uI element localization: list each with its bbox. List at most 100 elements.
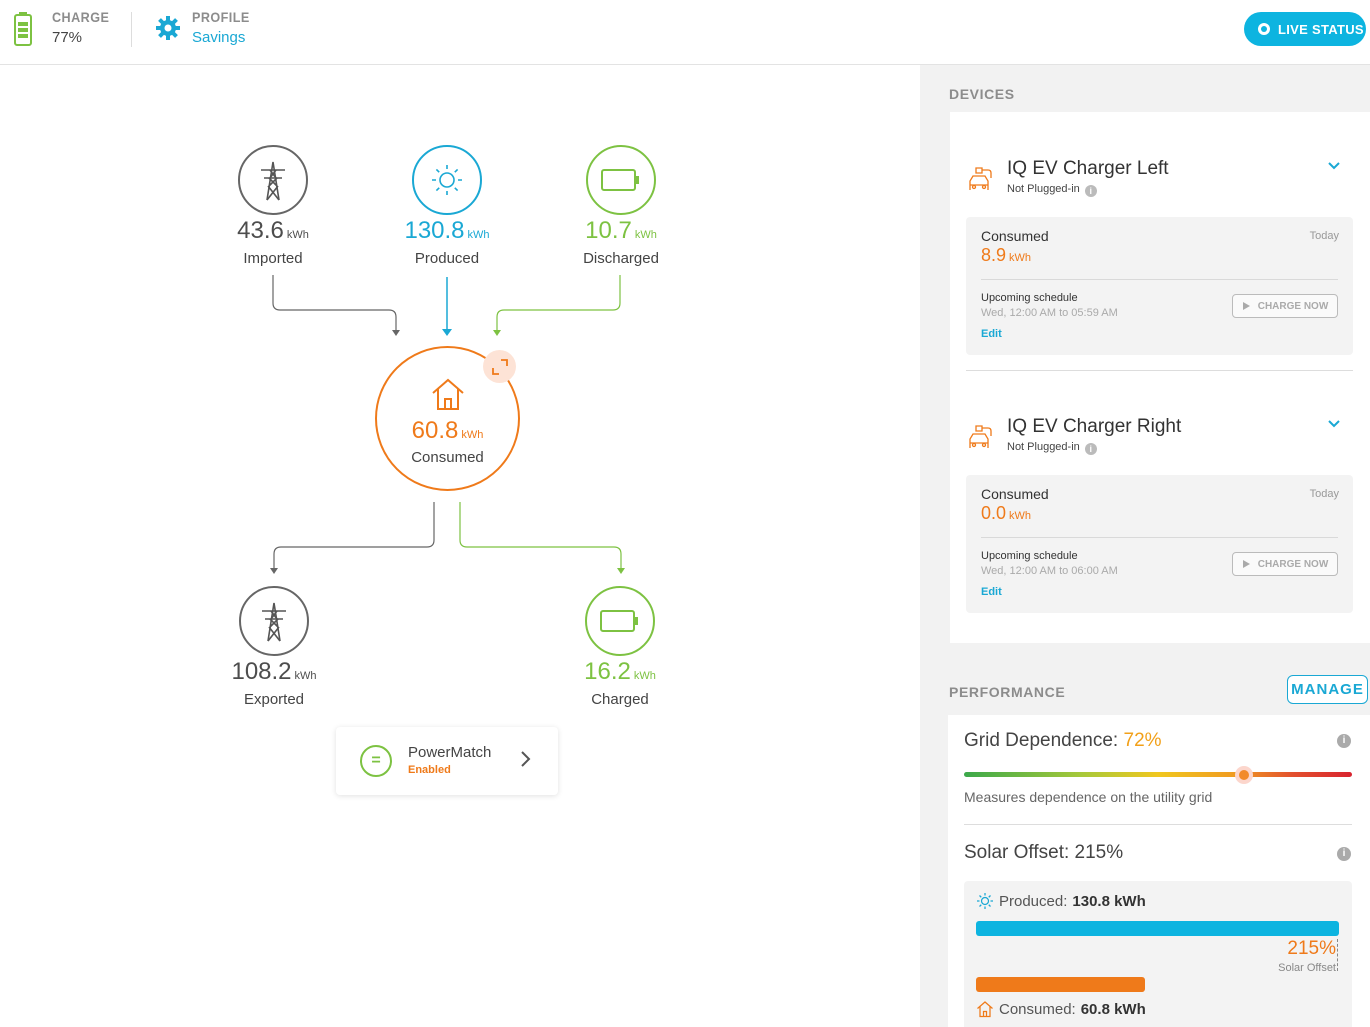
info-icon[interactable]: i (1084, 443, 1097, 455)
produced-bar (976, 921, 1339, 936)
consumed-bar (976, 977, 1145, 992)
devices-title: DEVICES (949, 86, 1015, 102)
ev-charger-icon (968, 166, 994, 197)
battery-icon (14, 12, 32, 51)
profile-selector[interactable]: PROFILE Savings (192, 9, 256, 46)
solar-offset-value: 215% (1287, 938, 1336, 959)
info-icon[interactable]: i (1337, 847, 1351, 861)
device-name: IQ EV Charger Left (1007, 158, 1169, 179)
charge-now-button[interactable]: CHARGE NOW (1232, 294, 1338, 318)
offset-marker (1337, 939, 1338, 971)
house-icon (977, 1001, 993, 1018)
equals-icon: = (360, 745, 392, 777)
consumed-label: Consumed (411, 449, 484, 466)
divider (981, 279, 1338, 280)
schedule-label: Upcoming schedule (981, 550, 1078, 562)
divider (981, 537, 1338, 538)
grid-dependence-meter (964, 772, 1352, 777)
sun-icon (977, 893, 993, 909)
edit-link[interactable]: Edit (981, 586, 1002, 598)
header-divider (131, 12, 132, 47)
profile-value: Savings (192, 29, 246, 46)
schedule-time: Wed, 12:00 AM to 05:59 AM (981, 307, 1118, 319)
device-status: Not Plugged-in i (1007, 183, 1097, 197)
produced-label: Produced (414, 250, 480, 267)
ev-charger-icon (968, 424, 994, 455)
grid-dependence-description: Measures dependence on the utility grid (964, 789, 1213, 805)
exported-value: 108.2 kWh (231, 658, 317, 685)
discharged-value: 10.7 kWh (585, 217, 657, 244)
play-icon (1242, 560, 1250, 568)
imported-value: 43.6 kWh (237, 217, 309, 244)
device-status: Not Plugged-in i (1007, 441, 1097, 455)
produced-node[interactable]: 130.8 kWh Produced (367, 145, 527, 267)
expand-button[interactable] (483, 350, 516, 383)
info-icon[interactable]: i (1337, 734, 1351, 748)
solar-offset-label: Solar Offset (1278, 962, 1336, 974)
consumed-value: 8.9 kWh (981, 245, 1032, 265)
consumed-label: Consumed (981, 228, 1049, 244)
powermatch-card[interactable]: = PowerMatch Enabled (336, 727, 558, 795)
imported-node[interactable]: 43.6 kWh Imported (193, 145, 353, 267)
charge-now-button[interactable]: CHARGE NOW (1232, 552, 1338, 576)
produced-value: 130.8 kWh (404, 217, 490, 244)
battery-icon (585, 586, 655, 656)
house-icon (377, 376, 518, 417)
charge-label: CHARGE (52, 9, 110, 25)
schedule-label: Upcoming schedule (981, 292, 1078, 304)
device-summary-right: Consumed Today 0.0 kWh Upcoming schedule … (966, 475, 1353, 613)
period-label: Today (1309, 230, 1339, 242)
chevron-down-icon[interactable] (1327, 416, 1341, 434)
divider (964, 824, 1352, 825)
device-header-left[interactable]: IQ EV Charger Left Not Plugged-in i (950, 158, 1370, 218)
exported-label: Exported (243, 691, 305, 708)
schedule-time: Wed, 12:00 AM to 06:00 AM (981, 565, 1118, 577)
right-panel: DEVICES IQ EV Charger Left Not Plugged-i… (920, 65, 1370, 1027)
devices-card: IQ EV Charger Left Not Plugged-in i Consu… (950, 112, 1370, 643)
consumed-label: Consumed (981, 486, 1049, 502)
live-indicator-icon (1258, 23, 1270, 35)
discharged-label: Discharged (583, 250, 659, 267)
exported-node[interactable]: 108.2 kWh Exported (194, 586, 354, 708)
live-status-label: LIVE STATUS (1278, 21, 1364, 37)
charged-value: 16.2 kWh (584, 658, 656, 685)
produced-row: Produced: 130.8 kWh (976, 892, 1146, 910)
solar-offset-box: Produced: 130.8 kWh 215% Solar Offset Con… (964, 881, 1352, 1027)
device-summary-left: Consumed Today 8.9 kWh Upcoming schedule … (966, 217, 1353, 355)
edit-link[interactable]: Edit (981, 328, 1002, 340)
powermatch-title: PowerMatch (408, 744, 492, 761)
charge-value: 77% (52, 29, 83, 46)
profile-label: PROFILE (192, 9, 250, 25)
energy-flow-diagram: 43.6 kWh Imported 130.8 kWh Produced 10.7 k… (0, 65, 920, 1027)
live-status-button[interactable]: LIVE STATUS (1244, 12, 1366, 46)
consumed-value: 60.8 kWh (411, 417, 484, 444)
info-icon[interactable]: i (1084, 185, 1097, 197)
discharged-node[interactable]: 10.7 kWh Discharged (541, 145, 701, 267)
charged-label: Charged (591, 691, 649, 708)
battery-icon (586, 145, 656, 215)
performance-title: PERFORMANCE (949, 684, 1066, 700)
sun-icon (412, 145, 482, 215)
expand-icon (491, 358, 508, 375)
device-name: IQ EV Charger Right (1007, 416, 1182, 437)
manage-button[interactable]: MANAGE (1287, 675, 1368, 704)
top-header: CHARGE 77% PROFILE Savings LIVE STATUS (0, 0, 1370, 65)
grid-dependence-marker (1235, 766, 1254, 784)
gear-icon (156, 16, 180, 45)
charged-node[interactable]: 16.2 kWh Charged (540, 586, 700, 708)
device-divider (966, 370, 1353, 371)
charge-status: CHARGE 77% (52, 9, 116, 46)
consumed-row: Consumed: 60.8 kWh (976, 1000, 1146, 1018)
transmission-tower-icon (238, 145, 308, 215)
chevron-right-icon (520, 749, 532, 775)
imported-label: Imported (243, 250, 303, 267)
consumed-value: 0.0 kWh (981, 503, 1032, 523)
transmission-tower-icon (239, 586, 309, 656)
device-header-right[interactable]: IQ EV Charger Right Not Plugged-in i (950, 416, 1370, 476)
flow-connectors (270, 275, 625, 574)
period-label: Today (1309, 488, 1339, 500)
solar-offset-title: Solar Offset: 215% (964, 842, 1124, 863)
chevron-down-icon[interactable] (1327, 158, 1341, 176)
grid-dependence-title: Grid Dependence: 72% (964, 730, 1162, 751)
play-icon (1242, 302, 1250, 310)
